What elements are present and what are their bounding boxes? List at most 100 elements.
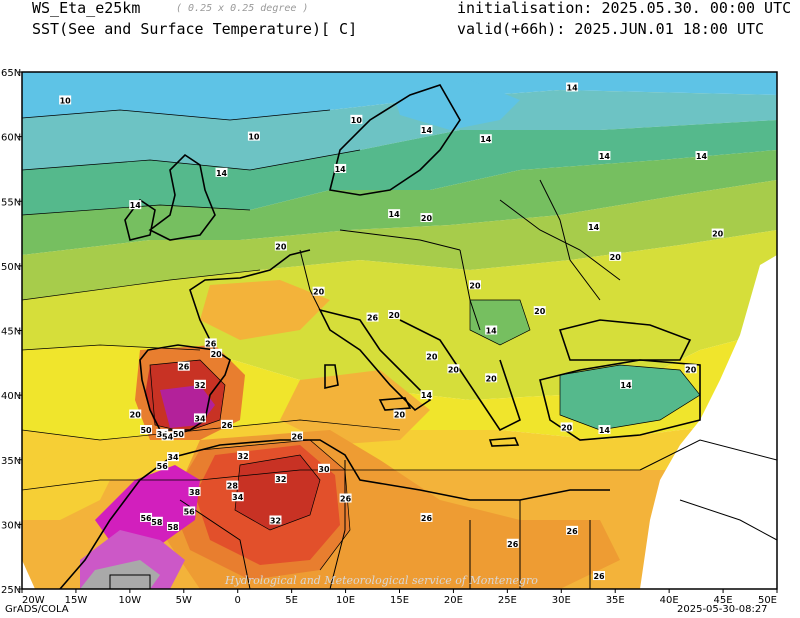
scandinavia-coast: [329, 84, 461, 196]
contour-label: 20: [389, 311, 401, 320]
italy-coast: [318, 308, 432, 412]
border-9: [109, 574, 151, 589]
contour-label-bg: [204, 338, 217, 348]
model-title: WS_Eta_e25km: [32, 0, 141, 17]
contour-label: 20: [685, 365, 697, 374]
contour-label-bg: [161, 431, 174, 441]
contour-label: 14: [696, 152, 708, 161]
contour-label-bg: [318, 463, 330, 473]
contour-label: 20: [275, 242, 287, 251]
patch-sahara-hot: [235, 455, 320, 530]
contour-label-bg: [167, 521, 179, 531]
contour-label: 14: [599, 426, 611, 435]
contour-label: 14: [567, 84, 579, 93]
contour-label: 14: [130, 201, 142, 210]
contour-label-bg: [274, 241, 287, 251]
contour-label-bg: [237, 450, 250, 460]
init-time: initialisation: 2025.05.30. 00:00 UTC: [457, 0, 792, 17]
contour-label-bg: [269, 515, 282, 525]
border-2: [339, 229, 461, 251]
border-5: [539, 179, 601, 301]
contour-label-bg: [560, 422, 573, 432]
contour-label-bg: [506, 538, 519, 548]
contour-label: 32: [238, 452, 249, 461]
x-tick-label: 15W: [65, 595, 88, 606]
contour-label: 20: [313, 288, 325, 297]
contour-label: 10: [60, 96, 72, 105]
contour-label-bg: [215, 167, 228, 177]
contour-label-bg: [598, 151, 611, 161]
contour-label-bg: [485, 325, 498, 335]
contour-label: 50: [173, 430, 185, 439]
footer-credit: GrADS/COLA: [5, 604, 69, 615]
x-tick-label: 10W: [119, 595, 142, 606]
border-10: [179, 499, 251, 589]
y-tick-label: 55N: [1, 197, 21, 208]
contour-label: 14: [421, 391, 433, 400]
contour-label: 20: [561, 423, 573, 432]
contour-label: 32: [275, 475, 286, 484]
contour-label-bg: [183, 506, 196, 516]
y-tick-label: 25N: [1, 585, 21, 596]
contour-label-bg: [711, 228, 724, 238]
contour-label-bg: [156, 461, 169, 471]
crete-coast: [488, 437, 520, 447]
contour-label: 14: [588, 223, 600, 232]
resolution-note: ( 0.25 x 0.25 degree ): [176, 3, 309, 14]
x-tick-label: 10E: [336, 595, 355, 606]
contour-label-bg: [129, 409, 142, 419]
contour-label-bg: [193, 413, 206, 423]
contour-label-bg: [129, 200, 142, 210]
contour-label-bg: [167, 452, 179, 462]
contour-label-bg: [220, 419, 233, 429]
x-tick-label: 20E: [444, 595, 463, 606]
band-18: [22, 180, 777, 300]
x-tick-label: 30E: [552, 595, 571, 606]
contour-label: 56: [157, 462, 169, 471]
contour-label: 32: [194, 381, 205, 390]
y-tick-label: 35N: [1, 456, 21, 467]
contour-label: 26: [507, 540, 519, 549]
border-13: [679, 499, 777, 541]
contour-label-bg: [59, 95, 72, 105]
contour-label: 20: [712, 230, 724, 239]
contour-label: 20: [469, 281, 481, 290]
contour-label: 20: [426, 352, 438, 361]
x-tick-label: 15E: [390, 595, 409, 606]
y-tick-label: 45N: [1, 327, 21, 338]
contour-label-bg: [566, 82, 579, 92]
contour-label-bg: [566, 525, 579, 535]
x-tick-label: 25E: [498, 595, 517, 606]
patch-warm-atlantic: [22, 440, 120, 520]
contour-label-bg: [188, 487, 201, 497]
sicily-coast: [378, 397, 412, 411]
contour-label: 34: [194, 414, 206, 423]
contour-label: 14: [620, 381, 632, 390]
contour-label-bg: [193, 379, 206, 389]
contour-label: 14: [389, 210, 401, 219]
sardinia-coast: [324, 364, 339, 390]
contour-label: 14: [599, 152, 611, 161]
contour-label-bg: [291, 431, 304, 441]
contour-label-bg: [231, 492, 244, 502]
contour-label: 26: [421, 514, 433, 523]
patch-turkey-cool: [560, 365, 700, 430]
contour-label-bg: [485, 373, 498, 383]
isotherms: [22, 109, 701, 571]
x-tick-label: 5E: [285, 595, 298, 606]
contour-label-bg: [274, 474, 287, 484]
contour-label-bg: [177, 361, 190, 371]
x-axis-ticks: 20W 15W 10W 5W 0 5E 10E 15E 20E 25E 30E 35E 40E 45E 50…: [21, 589, 778, 606]
x-tick-label: 5W: [176, 595, 192, 606]
contour-label-bg: [150, 516, 163, 526]
border-12: [639, 439, 777, 471]
valid-time: valid(+66h): 2025.JUN.01 18:00 UTC: [457, 20, 765, 38]
contour-label: 14: [486, 327, 498, 336]
contour-label: 26: [340, 495, 352, 504]
contour-label: 34: [167, 453, 179, 462]
contour-label-bg: [312, 286, 325, 296]
outside-domain-sw: [22, 560, 35, 589]
contour-label: 26: [221, 421, 233, 430]
contour-labels: 10 10 10 14 14 14 14 14 14 14 14 14 14 14 14 14 14 20 20 20…: [59, 82, 724, 581]
